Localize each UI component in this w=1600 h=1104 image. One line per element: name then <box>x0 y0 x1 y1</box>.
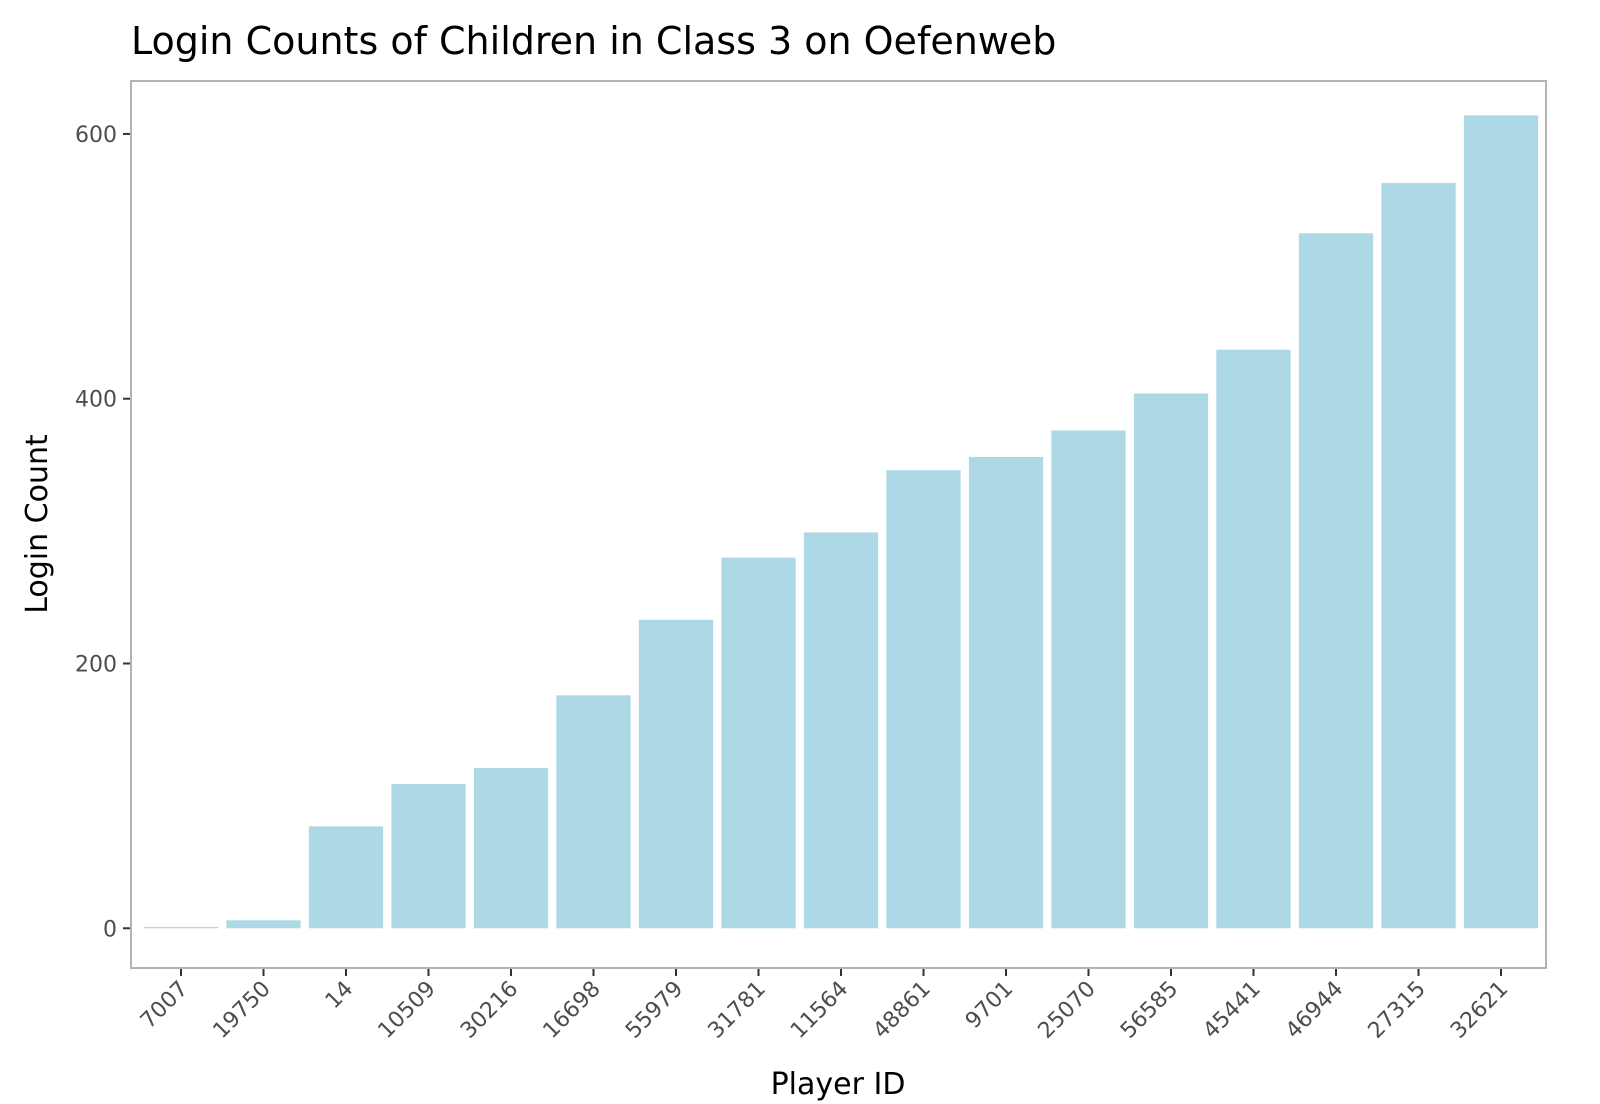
x-tick-label: 46944 <box>1281 977 1348 1044</box>
bar-10509 <box>391 783 466 929</box>
y-tick-label: 600 <box>75 123 117 148</box>
bar-31781 <box>721 557 796 929</box>
bar-16698 <box>556 695 631 929</box>
x-tick-label: 25070 <box>1034 977 1101 1044</box>
bar-30216 <box>473 768 549 929</box>
bar-32621 <box>1463 115 1539 929</box>
bar-25070 <box>1051 430 1126 929</box>
bar-11564 <box>803 532 879 929</box>
y-axis-title: Login Count <box>20 434 55 614</box>
bar-19750 <box>226 920 301 929</box>
x-tick-label: 16698 <box>539 977 606 1044</box>
chart-title: Login Counts of Children in Class 3 on O… <box>131 19 1056 63</box>
bars-group <box>143 115 1539 929</box>
y-tick-label: 200 <box>75 653 117 678</box>
plot-panel-border <box>130 80 1547 969</box>
bar-14 <box>308 826 384 929</box>
bar-27315 <box>1381 182 1456 929</box>
x-tick-label: 32621 <box>1446 977 1513 1044</box>
x-tick-label: 9701 <box>961 977 1018 1034</box>
x-tick-label: 56585 <box>1116 977 1183 1044</box>
bar-45441 <box>1216 349 1291 929</box>
x-tick-label: 11564 <box>786 977 853 1044</box>
x-tick-label: 48861 <box>869 977 936 1044</box>
bar-9701 <box>968 456 1044 929</box>
bar-48861 <box>886 470 961 929</box>
x-tick-label: 7007 <box>136 977 193 1034</box>
x-tick-label: 14 <box>321 977 358 1014</box>
x-tick-label: 30216 <box>456 977 523 1044</box>
x-tick-label: 55979 <box>621 977 688 1044</box>
x-axis: 7007 19750 14 10509 30216 16698 55979 31781 1156… <box>136 968 1513 1044</box>
x-tick-label: 45441 <box>1199 977 1266 1044</box>
x-tick-label: 31781 <box>704 977 771 1044</box>
y-tick-label: 400 <box>75 388 117 413</box>
bar-46944 <box>1298 233 1374 929</box>
y-axis: 0 200 400 600 <box>75 123 131 942</box>
bar-55979 <box>638 619 714 929</box>
x-tick-label: 27315 <box>1364 977 1431 1044</box>
bar-56585 <box>1133 393 1209 929</box>
x-tick-label: 19750 <box>209 977 276 1044</box>
y-tick-label: 0 <box>103 917 117 942</box>
x-axis-title: Player ID <box>771 1067 906 1102</box>
x-tick-label: 10509 <box>374 977 441 1044</box>
bar-7007 <box>143 926 219 929</box>
